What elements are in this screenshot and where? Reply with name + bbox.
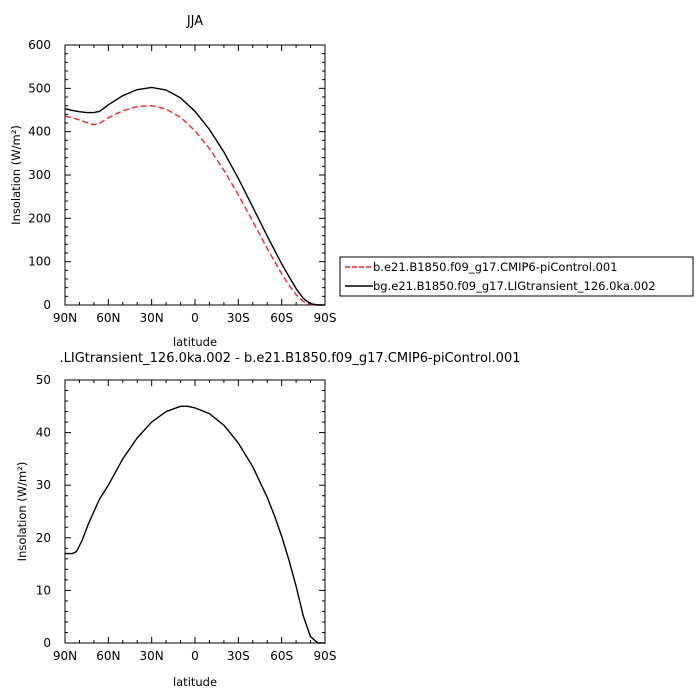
x-tick-label: 90N [53,311,77,325]
y-axis-label: Insolation (W/m²) [9,125,23,225]
x-tick-label: 30N [140,649,164,663]
x-tick-label: 30S [227,649,250,663]
x-tick-label: 0 [191,649,199,663]
legend-box [339,256,694,297]
y-tick-label: 100 [28,255,51,269]
x-tick-label: 90S [314,649,337,663]
y-tick-label: 300 [28,168,51,182]
x-tick-label: 90N [53,649,77,663]
x-axis-label: latitude [173,675,217,689]
y-tick-label: 30 [36,478,51,492]
y-tick-label: 40 [36,426,51,440]
y-tick-label: 10 [36,583,51,597]
y-tick-label: 600 [28,38,51,52]
series-line-1 [64,86,325,306]
y-tick-label: 20 [36,531,51,545]
y-tick-label: 200 [28,211,51,225]
x-tick-label: 30N [140,311,164,325]
x-tick-label: 90S [314,311,337,325]
y-tick-label: 0 [43,298,51,312]
x-tick-label: 60N [96,649,120,663]
plot-frame [64,379,326,644]
x-tick-label: 60S [270,649,293,663]
x-tick-label: 60N [96,311,120,325]
chart-title: JJA [186,14,203,29]
chart-title: .LIGtransient_126.0ka.002 - b.e21.B1850.… [60,351,521,366]
y-axis-label: Insolation (W/m²) [15,462,29,562]
x-tick-label: 60S [270,311,293,325]
y-tick-label: 400 [28,125,51,139]
plot-frame [64,44,326,306]
chart-bottom-difference: 90N 60N 30N 0 30S 60S 90S 0 10 20 30 40 50 .LIGtransi… [15,351,521,689]
series-line-0 [65,405,325,644]
x-tick-label: 30S [227,311,250,325]
series-line-0 [64,104,325,306]
chart-top-jja: 90N 60N 30N 0 30S 60S 90S 0 100 200 300 400 500 600 JJ… [9,14,694,349]
y-tick-label: 500 [28,81,51,95]
legend-entry: b.e21.B1850.f09_g17.CMIP6-piControl.001 [373,260,618,274]
y-tick-label: 50 [36,373,51,387]
y-tick-label: 0 [43,636,51,650]
x-axis-label: latitude [173,335,217,349]
x-tick-label: 0 [191,311,199,325]
legend-entry: bg.e21.B1850.f09_g17.LIGtransient_126.0k… [373,279,656,293]
